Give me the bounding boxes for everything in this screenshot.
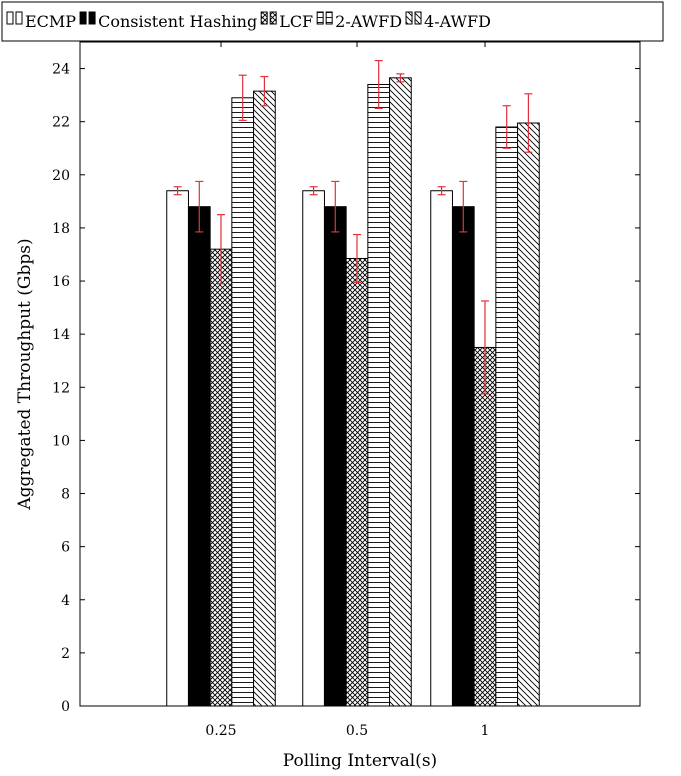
bar-consistent-hashing bbox=[187, 206, 211, 707]
legend-swatch-4-awfd bbox=[405, 11, 413, 25]
bar-ecmp bbox=[302, 190, 325, 707]
bar-lcf bbox=[209, 248, 233, 707]
y-tick-label: 12 bbox=[52, 380, 70, 396]
x-tick-label: 1 bbox=[481, 723, 490, 739]
y-tick-label: 16 bbox=[52, 274, 70, 290]
legend-label-ecmp: ECMP bbox=[25, 12, 76, 31]
y-axis-title: Aggregated Throughput (Gbps) bbox=[15, 238, 35, 510]
error-bars-group bbox=[173, 59, 533, 395]
legend-swatch-2-awfd bbox=[325, 11, 333, 25]
bar-4-awfd bbox=[253, 90, 276, 707]
y-tick-label: 22 bbox=[52, 115, 70, 131]
error-bar bbox=[195, 180, 204, 233]
legend-label-consistent-hashing: Consistent Hashing bbox=[98, 12, 257, 31]
legend-label-2-awfd: 2-AWFD bbox=[335, 12, 402, 31]
bar-2-awfd bbox=[367, 83, 391, 707]
bar-4-awfd bbox=[517, 122, 540, 707]
legend-swatch-consistent-hashing bbox=[88, 11, 96, 25]
legend-swatch-4-awfd bbox=[414, 11, 422, 25]
error-bar bbox=[260, 75, 269, 107]
y-tick-label: 24 bbox=[52, 62, 70, 78]
bar-consistent-hashing bbox=[323, 206, 347, 707]
y-tick-label: 20 bbox=[52, 168, 70, 184]
bar-consistent-hashing bbox=[451, 206, 475, 707]
error-bar bbox=[331, 180, 340, 233]
legend-swatch-2-awfd bbox=[316, 11, 324, 25]
legend-swatch-ecmp bbox=[15, 11, 23, 25]
legend-label-4-awfd: 4-AWFD bbox=[424, 12, 491, 31]
bar-2-awfd bbox=[231, 97, 255, 707]
y-tick-label: 18 bbox=[52, 221, 70, 237]
error-bar bbox=[309, 186, 318, 196]
error-bar bbox=[374, 59, 383, 110]
y-tick-label: 14 bbox=[52, 327, 70, 343]
bar-2-awfd bbox=[495, 126, 519, 707]
legend-swatch-lcf bbox=[260, 11, 268, 25]
error-bar bbox=[502, 105, 511, 149]
error-bar bbox=[437, 186, 446, 196]
x-axis: 0.25 0.5 1 bbox=[205, 42, 489, 739]
bar-ecmp bbox=[430, 190, 453, 707]
legend-swatch-lcf bbox=[269, 11, 277, 25]
error-bar bbox=[353, 233, 361, 283]
y-tick-label: 10 bbox=[52, 433, 70, 449]
y-tick-label: 4 bbox=[61, 593, 70, 609]
bar-ecmp bbox=[166, 190, 189, 707]
x-axis-title: Polling Interval(s) bbox=[283, 751, 437, 771]
legend-swatch-ecmp bbox=[6, 11, 14, 25]
y-tick-label: 0 bbox=[61, 699, 70, 715]
bar-lcf bbox=[473, 346, 497, 707]
error-bar bbox=[524, 93, 533, 153]
error-bar bbox=[396, 73, 405, 83]
error-bar bbox=[459, 180, 468, 233]
legend-label-lcf: LCF bbox=[279, 12, 313, 31]
bar-4-awfd bbox=[389, 77, 412, 707]
x-tick-label: 0.25 bbox=[205, 723, 236, 739]
y-tick-label: 2 bbox=[61, 646, 70, 662]
legend: ECMP Consistent Hashing LCF 2-AWFD 4-AWFD bbox=[1, 1, 664, 42]
y-tick-label: 6 bbox=[61, 540, 70, 556]
error-bar bbox=[238, 74, 247, 121]
error-bar bbox=[481, 300, 489, 395]
bar-lcf bbox=[345, 257, 369, 707]
error-bar bbox=[173, 186, 182, 196]
x-tick-label: 0.5 bbox=[346, 723, 368, 739]
error-bar bbox=[217, 214, 225, 285]
y-tick-label: 8 bbox=[61, 487, 70, 503]
legend-swatch-consistent-hashing bbox=[79, 11, 87, 25]
bars-group bbox=[166, 77, 540, 707]
